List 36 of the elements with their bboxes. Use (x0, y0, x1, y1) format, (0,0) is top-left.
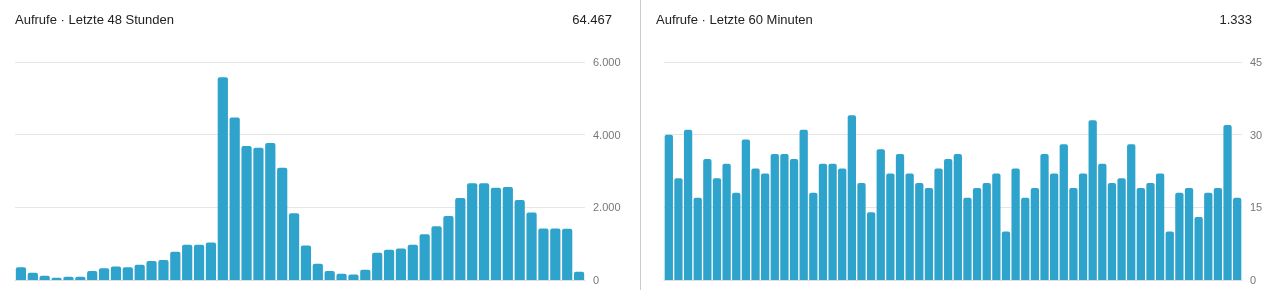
y-tick-label: 15 (1250, 201, 1263, 214)
bar (562, 228, 573, 280)
bar (372, 252, 383, 280)
bar (277, 167, 288, 280)
bar (573, 271, 585, 280)
bar (395, 248, 407, 280)
y-tick-label: 45 (1250, 56, 1263, 68)
bar (193, 244, 205, 280)
bar (27, 272, 38, 280)
bar (205, 242, 217, 280)
bar (490, 187, 502, 280)
bar (122, 267, 133, 280)
y-tick-label: 30 (1250, 128, 1263, 141)
y-tick-label: 6.000 (593, 56, 621, 68)
bar (312, 263, 323, 280)
bar (87, 270, 98, 280)
bar (300, 245, 312, 280)
y-tick-label: 2.000 (593, 201, 621, 214)
bar (98, 268, 110, 280)
y-tick-label: 0 (593, 274, 600, 286)
bar (502, 186, 513, 280)
bar (182, 244, 193, 280)
chart-title: Aufrufe · Letzte 48 Stunden (15, 12, 174, 27)
bar (217, 77, 228, 280)
y-tick-label: 4.000 (593, 128, 621, 141)
chart-title: Aufrufe · Letzte 60 Minuten (656, 12, 813, 27)
bar (288, 213, 300, 280)
bar (407, 244, 418, 280)
bar (478, 183, 490, 280)
y-tick-label: 0 (1250, 274, 1257, 286)
bar (110, 266, 122, 280)
bar (15, 267, 27, 280)
chart-subtitle: 1.333 (1219, 12, 1252, 27)
bar (467, 183, 478, 280)
chart-subtitle: 64.467 (572, 12, 612, 27)
bar (383, 249, 395, 280)
